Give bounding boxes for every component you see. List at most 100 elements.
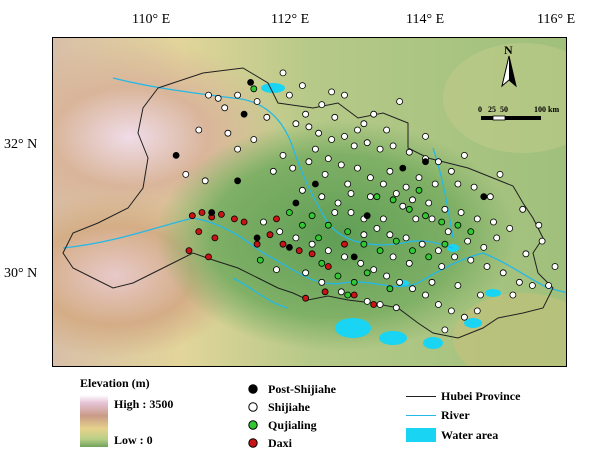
shijiahe-site-marker: [386, 231, 394, 239]
shijiahe-site-marker: [337, 288, 345, 296]
daxi-site-marker: [198, 209, 206, 216]
qujialing-site-marker: [422, 212, 429, 220]
daxi-site-marker: [324, 263, 332, 270]
shijiahe-site-marker: [451, 253, 459, 261]
shijiahe-site-marker: [182, 170, 190, 178]
shijiahe-site-marker: [447, 307, 455, 315]
shijiahe-site-marker: [201, 177, 209, 185]
shijiahe-site-marker: [422, 133, 429, 140]
legend-water-area-icon: [406, 428, 436, 442]
shijiahe-site-marker: [376, 301, 384, 308]
legend-daxi-label: Daxi: [268, 436, 292, 450]
scale-label-25: 25: [488, 105, 496, 114]
shijiahe-site-marker: [392, 190, 400, 197]
qujialing-site-marker: [409, 247, 416, 255]
shijiahe-site-marker: [305, 123, 313, 131]
shijiahe-site-marker: [308, 240, 316, 248]
shijiahe-site-marker: [341, 91, 348, 99]
shijiahe-site-marker: [373, 224, 381, 232]
post-shijiahe-site-marker: [350, 253, 358, 261]
river-tributary-south: [232, 277, 289, 309]
shijiahe-site-marker: [260, 218, 267, 226]
shijiahe-site-marker: [234, 145, 242, 153]
daxi-site-marker: [370, 301, 378, 308]
shijiahe-site-marker: [279, 69, 287, 77]
shijiahe-site-marker: [464, 237, 472, 245]
shijiahe-site-marker: [214, 94, 222, 102]
shijiahe-site-marker: [454, 282, 462, 289]
post-shijiahe-site-marker: [247, 79, 255, 86]
shijiahe-site-marker: [321, 170, 329, 178]
shijiahe-site-marker: [302, 110, 310, 118]
lon-label-116: 116° E: [537, 12, 576, 27]
shijiahe-site-marker: [269, 167, 277, 175]
terrain-northeast-hills: [443, 43, 566, 153]
shijiahe-site-marker: [405, 148, 413, 156]
qujialing-site-marker: [315, 234, 323, 242]
shijiahe-site-marker: [234, 91, 242, 99]
scale-bar-segment-3: [505, 116, 541, 120]
shijiahe-site-marker: [205, 91, 212, 99]
shijiahe-site-marker: [347, 209, 355, 216]
daxi-site-marker: [185, 247, 193, 255]
qujialing-site-marker: [308, 212, 316, 220]
site-legend-symbols: [248, 384, 258, 448]
shijiahe-site-marker: [315, 129, 323, 137]
shijiahe-site-marker: [441, 205, 449, 213]
daxi-site-marker: [266, 231, 274, 239]
shijiahe-site-marker: [389, 142, 397, 150]
shijiahe-site-marker: [360, 120, 368, 128]
shijiahe-site-marker: [311, 145, 319, 153]
legend-river-line-icon: [406, 415, 436, 416]
shijiahe-site-marker: [195, 126, 203, 134]
shijiahe-site-marker: [412, 215, 420, 223]
north-arrow-fill-icon: [509, 56, 516, 86]
elevation-legend-high: High : 3500: [114, 397, 174, 411]
post-shijiahe-site-marker: [422, 158, 429, 166]
legend-daxi-icon: [248, 438, 258, 448]
shijiahe-site-marker: [344, 180, 352, 188]
shijiahe-site-marker: [399, 202, 407, 210]
river-tributary-north: [432, 147, 454, 239]
qujialing-site-marker: [376, 247, 384, 255]
scale-bar-segment-1: [481, 116, 493, 120]
post-shijiahe-site-marker: [285, 243, 293, 251]
river-han: [112, 77, 454, 249]
qujialing-site-marker: [344, 291, 352, 299]
shijiahe-site-marker: [363, 297, 371, 305]
shijiahe-site-marker: [366, 174, 374, 182]
legend-water-area-label: Water area: [441, 428, 499, 442]
shijiahe-site-marker: [328, 88, 336, 96]
daxi-site-marker: [240, 218, 248, 226]
qujialing-site-marker: [298, 221, 306, 229]
shijiahe-site-marker: [392, 304, 400, 312]
shijiahe-site-marker: [480, 243, 488, 251]
shijiahe-site-marker: [425, 199, 433, 207]
shijiahe-site-marker: [253, 98, 261, 105]
legend-shijiahe-label: Shijiahe: [268, 400, 311, 414]
lat-label-30: 30° N: [4, 266, 38, 281]
qujialing-site-marker: [425, 253, 433, 261]
shijiahe-site-marker: [224, 129, 232, 137]
water-areas: [261, 83, 501, 349]
scale-label-50: 50: [500, 105, 508, 114]
shijiahe-site-marker: [337, 161, 345, 169]
shijiahe-site-marker: [422, 291, 429, 299]
shijiahe-site-marker: [263, 113, 271, 121]
river-yangtze: [62, 217, 566, 294]
qujialing-site-marker: [256, 256, 264, 264]
daxi-site-marker: [341, 240, 348, 248]
post-shijiahe-site-marker: [172, 152, 180, 159]
elevation-colorbar: [80, 395, 108, 447]
qujialing-site-marker: [318, 259, 326, 267]
post-shijiahe-site-marker: [253, 234, 261, 242]
shijiahe-site-marker: [409, 285, 416, 293]
qujialing-site-marker: [363, 269, 371, 277]
shijiahe-site-marker: [483, 263, 491, 270]
qujialing-site-marker: [386, 285, 394, 293]
shijiahe-site-marker: [273, 266, 280, 274]
terrain-southeast-hills: [453, 293, 566, 366]
shijiahe-site-marker: [438, 263, 446, 270]
map-frame: N 0 25 50 100 km: [52, 37, 567, 367]
rivers: [62, 77, 566, 309]
